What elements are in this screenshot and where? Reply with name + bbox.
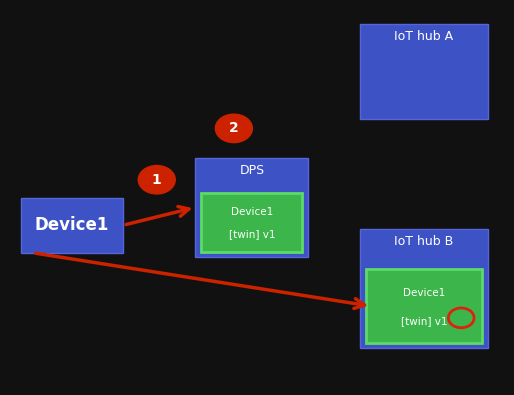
Text: [twin] v1: [twin] v1 [401, 316, 447, 326]
FancyBboxPatch shape [201, 193, 302, 252]
FancyBboxPatch shape [366, 269, 482, 343]
FancyBboxPatch shape [360, 229, 488, 348]
Text: DPS: DPS [240, 164, 264, 177]
Text: Device1: Device1 [231, 207, 273, 217]
Text: Device1: Device1 [35, 216, 109, 234]
Text: IoT hub B: IoT hub B [394, 235, 454, 248]
FancyBboxPatch shape [360, 24, 488, 118]
Text: 1: 1 [152, 173, 161, 187]
FancyBboxPatch shape [21, 198, 123, 253]
Text: [twin] v1: [twin] v1 [229, 229, 275, 239]
FancyBboxPatch shape [195, 158, 308, 257]
Text: 2: 2 [229, 121, 238, 135]
Text: IoT hub A: IoT hub A [394, 30, 454, 43]
Text: Device1: Device1 [403, 288, 445, 298]
Circle shape [215, 114, 252, 143]
Circle shape [138, 166, 175, 194]
